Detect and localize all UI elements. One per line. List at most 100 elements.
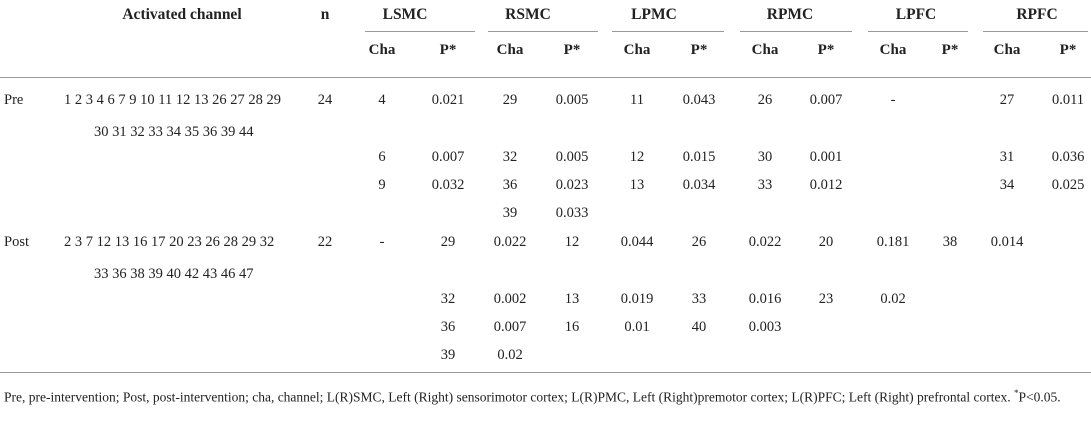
pre-cell: 31 xyxy=(999,149,1015,165)
subheader-p: P* xyxy=(817,42,835,58)
header-n: n xyxy=(320,6,330,23)
header-region-lpmc: LPMC xyxy=(631,6,677,23)
header-underline-rpfc xyxy=(983,31,1088,32)
post-cell: 0.181 xyxy=(876,234,910,250)
header-underline-rsmc xyxy=(488,31,598,32)
subheader-cha: Cha xyxy=(993,42,1021,58)
pre-cell: 0.032 xyxy=(431,177,465,193)
post-cell: 0.002 xyxy=(493,291,527,307)
post-cell: 0.019 xyxy=(620,291,654,307)
subheader-p: P* xyxy=(1059,42,1077,58)
post-cell: 12 xyxy=(564,234,580,250)
pre-cell: 39 xyxy=(502,205,518,221)
post-cell: 40 xyxy=(691,319,707,335)
pre-cell: 0.001 xyxy=(809,149,843,165)
pre-cell: 32 xyxy=(502,149,518,165)
pre-cell: 11 xyxy=(630,92,644,108)
post-cell: 33 xyxy=(691,291,707,307)
post-cell: 0.016 xyxy=(748,291,782,307)
header-activated-channel: Activated channel xyxy=(122,6,242,23)
pre-cell: - xyxy=(890,92,896,108)
pre-cell: 27 xyxy=(999,92,1015,108)
pre-cell: 0.033 xyxy=(555,205,589,221)
pre-cell: 0.007 xyxy=(431,149,465,165)
pre-cell: 34 xyxy=(999,177,1015,193)
post-cell: 0.01 xyxy=(624,319,650,335)
pre-cell: 6 xyxy=(378,149,386,165)
header-underline-lpfc xyxy=(868,31,968,32)
post-n: 22 xyxy=(317,234,333,250)
post-cell: 0.003 xyxy=(748,319,782,335)
subheader-p: P* xyxy=(690,42,708,58)
table-footnote: Pre, pre-intervention; Post, post-interv… xyxy=(4,382,1084,409)
post-cell: 0.007 xyxy=(493,319,527,335)
pre-cell: 0.005 xyxy=(555,149,589,165)
pre-cell: 0.005 xyxy=(555,92,589,108)
post-cell: 38 xyxy=(942,234,958,250)
header-region-lsmc: LSMC xyxy=(382,6,428,23)
pre-cell: 9 xyxy=(378,177,386,193)
pre-cell: 29 xyxy=(502,92,518,108)
pre-cell: 0.034 xyxy=(682,177,716,193)
post-cell: 0.014 xyxy=(990,234,1024,250)
subheader-cha: Cha xyxy=(496,42,524,58)
post-cell: 32 xyxy=(440,291,456,307)
row-label-pre: Pre xyxy=(4,92,24,108)
header-region-rsmc: RSMC xyxy=(505,6,551,23)
header-region-rpfc: RPFC xyxy=(1016,6,1058,23)
post-cell: 16 xyxy=(564,319,580,335)
pre-cell: 12 xyxy=(629,149,645,165)
table-bottom-rule xyxy=(0,372,1091,373)
subheader-cha: Cha xyxy=(879,42,907,58)
header-separator xyxy=(0,77,1091,78)
pre-channels-line2: 30 31 32 33 34 35 36 39 44 xyxy=(94,124,254,140)
header-underline-lsmc xyxy=(365,31,475,32)
post-cell: 36 xyxy=(440,319,456,335)
post-cell: 23 xyxy=(818,291,834,307)
pre-cell: 0.011 xyxy=(1051,92,1085,108)
footnote-text: Pre, pre-intervention; Post, post-interv… xyxy=(4,389,1015,405)
pre-cell: 4 xyxy=(378,92,386,108)
pre-cell: 33 xyxy=(757,177,773,193)
subheader-p: P* xyxy=(941,42,959,58)
post-cell: 20 xyxy=(818,234,834,250)
post-cell: 26 xyxy=(691,234,707,250)
subheader-p: P* xyxy=(439,42,457,58)
post-cell: 0.044 xyxy=(620,234,654,250)
post-cell: 0.022 xyxy=(493,234,527,250)
post-cell: 13 xyxy=(564,291,580,307)
subheader-cha: Cha xyxy=(751,42,779,58)
pre-n: 24 xyxy=(317,92,333,108)
header-underline-lpmc xyxy=(612,31,724,32)
header-region-rpmc: RPMC xyxy=(766,6,814,23)
pre-cell: 0.015 xyxy=(682,149,716,165)
pre-cell: 0.021 xyxy=(431,92,465,108)
post-cell: 0.02 xyxy=(880,291,906,307)
pre-cell: 30 xyxy=(757,149,773,165)
pre-cell: 36 xyxy=(502,177,518,193)
post-channels-line1: 2 3 7 12 13 16 17 20 23 26 28 29 32 xyxy=(64,234,275,250)
pre-cell: 26 xyxy=(757,92,773,108)
post-cell: 0.02 xyxy=(497,347,523,363)
post-cell: 0.022 xyxy=(748,234,782,250)
subheader-cha: Cha xyxy=(368,42,396,58)
post-cell: 39 xyxy=(440,347,456,363)
pre-cell: 0.025 xyxy=(1051,177,1085,193)
pre-cell: 0.007 xyxy=(809,92,843,108)
row-label-post: Post xyxy=(4,234,29,250)
pre-cell: 0.012 xyxy=(809,177,843,193)
footnote-asterisk: * xyxy=(1014,388,1019,398)
pre-cell: 13 xyxy=(629,177,645,193)
post-channels-line2: 33 36 38 39 40 42 43 46 47 xyxy=(94,266,254,282)
post-cell: 29 xyxy=(440,234,456,250)
subheader-cha: Cha xyxy=(623,42,651,58)
subheader-p: P* xyxy=(563,42,581,58)
pre-cell: 0.023 xyxy=(555,177,589,193)
footnote-significance: P<0.05. xyxy=(1018,389,1061,405)
header-underline-rpmc xyxy=(740,31,852,32)
post-cell: - xyxy=(379,234,385,250)
pre-cell: 0.043 xyxy=(682,92,716,108)
pre-channels-line1: 1 2 3 4 6 7 9 10 11 12 13 26 27 28 29 xyxy=(64,92,281,108)
header-region-lpfc: LPFC xyxy=(895,6,937,23)
pre-cell: 0.036 xyxy=(1051,149,1085,165)
